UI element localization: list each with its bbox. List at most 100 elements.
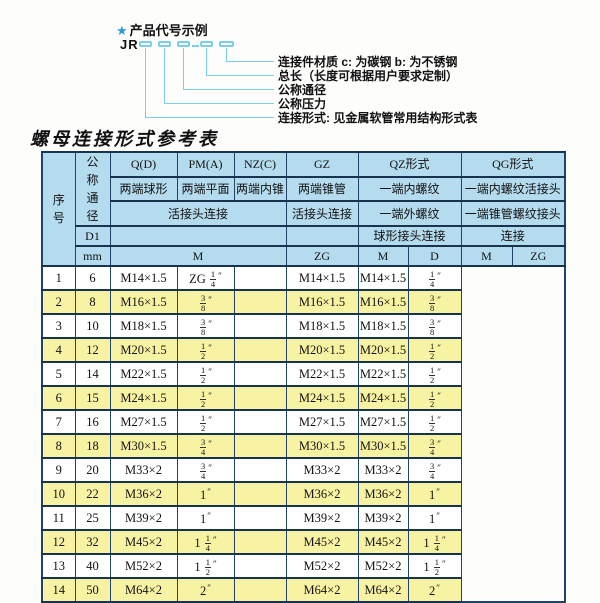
cell-dn_mm: 40 <box>74 553 111 579</box>
cell-qg_m: M52×2 <box>357 553 409 579</box>
cell-m: M16×1.5 <box>109 289 178 315</box>
cell-qz_d: M33×2 <box>285 457 359 483</box>
table-row: 11 25 M39×2 1″ M39×2 M39×2 1″ <box>41 505 565 531</box>
cell-dn_mm: 10 <box>74 313 111 339</box>
code-box-2 <box>158 41 171 47</box>
connector-line-diameter <box>183 48 274 90</box>
header-qz: QZ形式 <box>357 151 462 178</box>
cell-m: M52×2 <box>109 553 178 579</box>
cell-qz_d: M14×1.5 <box>285 265 359 291</box>
label-nominal-pressure: 公称压力 <box>278 97 327 111</box>
table-row: 9 20 M33×2 3 4 ″ M33×2 M33×2 3 4 ″ <box>41 457 565 483</box>
cell-dn_mm: 20 <box>74 457 111 483</box>
cell-no: 9 <box>41 457 76 483</box>
header-blank-qpn <box>109 225 287 247</box>
cell-dn_mm: 14 <box>74 361 111 387</box>
header-q: Q(D) <box>109 151 178 178</box>
table-row: 8 18 M30×1.5 3 4 ″ M30×1.5 M30×1.5 3 4 ″ <box>41 433 565 459</box>
cell-gz_zg: 1″ <box>176 481 235 507</box>
code-box-3 <box>177 41 190 47</box>
cell-m: M20×1.5 <box>109 337 178 363</box>
cell-no: 13 <box>41 553 76 579</box>
table-row: 13 40 M52×2 1 1 2 ″ M52×2 M52×2 1 1 2 ″ <box>41 553 565 579</box>
cell-qg_m: M64×2 <box>357 577 409 603</box>
cell-no: 3 <box>41 313 76 339</box>
inch-mark: ″ <box>208 463 212 473</box>
header-q-ends: 两端球形 <box>109 175 178 203</box>
header-nz-ends: 两端内锥 <box>233 175 287 203</box>
cell-qz_d: M22×1.5 <box>285 361 359 387</box>
cell-no: 11 <box>41 505 76 531</box>
inch-mark: ″ <box>207 487 211 497</box>
inch-mark: ″ <box>441 559 446 569</box>
table-row: 12 32 M45×2 1 1 4 ″ M45×2 M45×2 1 1 4 ″ <box>41 529 565 555</box>
cell-dn_mm: 22 <box>74 481 111 507</box>
cell-dn_mm: 50 <box>74 577 111 603</box>
cell-qg_zg: 1″ <box>407 481 462 507</box>
cell-qz_m <box>233 289 287 315</box>
cell-m: M64×2 <box>109 577 178 603</box>
cell-no: 14 <box>41 577 76 603</box>
code-prefix: JR <box>120 37 139 52</box>
header-qg-connection2: 一端锥管螺纹接头 <box>460 200 566 227</box>
cell-qg_zg: 1 1 2 ″ <box>407 553 462 579</box>
inch-mark: ″ <box>212 559 217 569</box>
cell-qz_m <box>233 361 287 387</box>
product-code-example-label: 产品代号示例 <box>129 23 208 38</box>
cell-dn_mm: 16 <box>74 409 111 435</box>
inch-mark: ″ <box>207 583 211 593</box>
cell-m: M36×2 <box>109 481 178 507</box>
cell-qz_d: M36×2 <box>285 481 359 507</box>
star-icon: ★ <box>116 23 128 38</box>
code-box-4 <box>200 41 213 47</box>
cell-m: M39×2 <box>109 505 178 531</box>
nut-connection-reference-table: 序 号 公 称 通 径 Q(D) PM(A) NZ(C) GZ QZ形式 QG形… <box>41 151 566 603</box>
inch-mark: ″ <box>208 367 212 377</box>
cell-gz_zg: 1 1 2 ″ <box>176 553 235 579</box>
inch-mark: ″ <box>437 367 441 377</box>
inch-mark: ″ <box>436 583 440 593</box>
header-gz-connection: 活接头连接 <box>285 200 359 227</box>
inch-mark: ″ <box>437 319 441 329</box>
cell-qg_zg: 3 4 ″ <box>407 457 462 483</box>
inch-mark: ″ <box>208 295 212 305</box>
cell-gz_zg: 3 8 ″ <box>176 313 235 339</box>
cell-qg_zg: 1 4 ″ <box>407 265 462 291</box>
cell-gz_zg: 3 4 ″ <box>176 457 235 483</box>
cell-qz_m <box>233 385 287 411</box>
cell-qg_zg: 3 4 ″ <box>407 433 462 459</box>
cell-qg_m: M16×1.5 <box>357 289 409 315</box>
cell-dn_mm: 12 <box>74 337 111 363</box>
cell-dn_mm: 25 <box>74 505 111 531</box>
inch-mark: ″ <box>208 319 212 329</box>
inch-mark: ″ <box>437 295 441 305</box>
table-header: 序 号 公 称 通 径 Q(D) PM(A) NZ(C) GZ QZ形式 QG形… <box>41 151 566 267</box>
table-row: 5 14 M22×1.5 1 2 ″ M22×1.5 M22×1.5 1 2 ″ <box>41 361 565 387</box>
cell-qz_d: M27×1.5 <box>285 409 359 435</box>
inch-mark: ″ <box>437 463 441 473</box>
header-pm-ends: 两端平面 <box>176 175 235 203</box>
table-row: 10 22 M36×2 1″ M36×2 M36×2 1″ <box>41 481 565 507</box>
connector-line-length <box>206 48 274 76</box>
cell-qz_d: M52×2 <box>285 553 359 579</box>
header-qg-unit-zg: ZG <box>511 245 566 267</box>
table-row: 3 10 M18×1.5 3 8 ″ M18×1.5 M18×1.5 3 8 ″ <box>41 313 565 339</box>
header-qpn-connection: 活接头连接 <box>109 200 287 227</box>
cell-gz_zg: 2″ <box>176 577 235 603</box>
cell-gz_zg: 1 2 ″ <box>176 409 235 435</box>
cell-dn_mm: 32 <box>74 529 111 555</box>
inch-mark: ″ <box>437 391 441 401</box>
cell-qz_d: M45×2 <box>285 529 359 555</box>
cell-qz_m <box>233 433 287 459</box>
inch-mark: ″ <box>437 271 441 281</box>
header-qz-unit-m: M <box>357 245 409 267</box>
inch-mark: ″ <box>207 511 211 521</box>
cell-no: 12 <box>41 529 76 555</box>
cell-qg_m: M30×1.5 <box>357 433 409 459</box>
product-code-example-title: ★ 产品代号示例 <box>116 20 208 39</box>
header-unit-m: M <box>109 245 287 267</box>
table-row: 6 15 M24×1.5 1 2 ″ M24×1.5 M24×1.5 1 2 ″ <box>41 385 565 411</box>
cell-qz_d: M16×1.5 <box>285 289 359 315</box>
header-qg: QG形式 <box>460 151 566 178</box>
cell-qz_d: M20×1.5 <box>285 337 359 363</box>
